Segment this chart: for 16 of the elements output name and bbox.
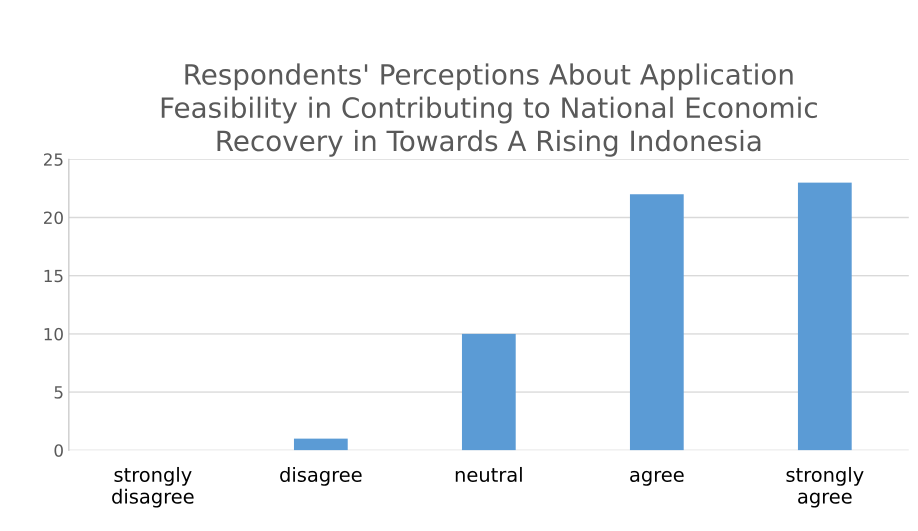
y-tick-label: 25 bbox=[44, 153, 63, 166]
x-tick-label: strongly disagree bbox=[112, 466, 194, 508]
bar bbox=[630, 194, 684, 450]
x-tick-label: disagree bbox=[280, 466, 362, 486]
bar bbox=[798, 182, 852, 450]
bar bbox=[294, 438, 348, 450]
y-tick-label: 20 bbox=[44, 211, 63, 224]
chart-title: Respondents' Perceptions About Application Feasibility in Contributing to National Economic Recovery in Towards A Rising Indonesia bbox=[162, 63, 817, 157]
y-tick-label: 15 bbox=[44, 270, 63, 282]
x-tick-label: neutral bbox=[456, 466, 522, 482]
x-tick-label: strongly agree bbox=[786, 466, 864, 508]
y-tick-label: 0 bbox=[54, 444, 63, 457]
bar bbox=[462, 334, 516, 450]
y-tick-label: 5 bbox=[54, 386, 63, 399]
y-tick-label: 10 bbox=[44, 328, 63, 340]
x-tick-label: agree bbox=[630, 470, 684, 486]
